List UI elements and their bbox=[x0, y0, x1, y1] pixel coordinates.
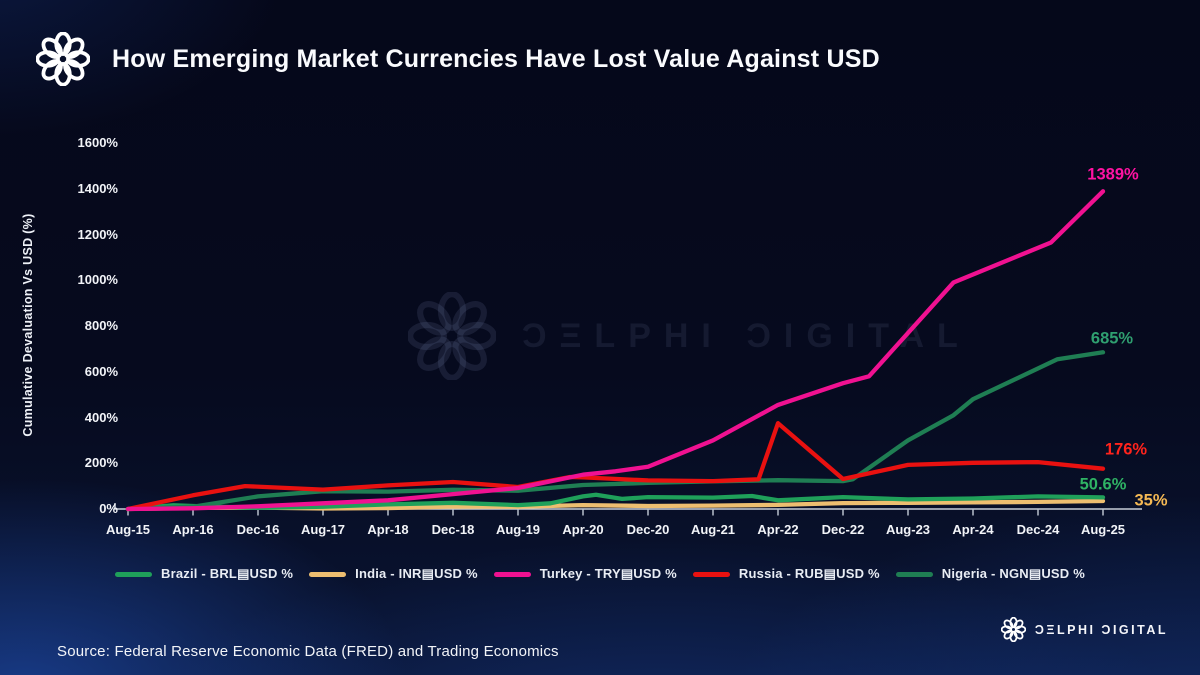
x-tick-label: Aug-25 bbox=[1080, 522, 1126, 537]
x-tick-label: Dec-22 bbox=[821, 522, 865, 537]
legend-label: Turkey - TRY▤USD % bbox=[539, 566, 677, 581]
legend-item-nigeria: Nigeria - NGN▤USD % bbox=[895, 566, 1085, 582]
legend-swatch bbox=[309, 571, 347, 577]
series-line-turkey bbox=[125, 189, 1106, 512]
x-tick-label: Aug-17 bbox=[300, 522, 346, 537]
legend-swatch bbox=[692, 571, 730, 577]
legend-swatch bbox=[895, 571, 933, 577]
x-tick-label: Dec-18 bbox=[431, 522, 475, 537]
x-tick-label: Aug-15 bbox=[105, 522, 151, 537]
x-tick-label: Dec-24 bbox=[1016, 522, 1060, 537]
series-line-brazil bbox=[125, 492, 1106, 512]
x-tick-label: Aug-23 bbox=[885, 522, 931, 537]
y-tick-label: 0% bbox=[99, 501, 118, 516]
x-tick-label: Apr-18 bbox=[367, 522, 409, 537]
end-label-brazil: 50.6% bbox=[1079, 475, 1127, 494]
y-tick-label: 1000% bbox=[77, 272, 118, 288]
y-tick-label: 600% bbox=[84, 363, 118, 379]
legend-swatch bbox=[115, 571, 152, 577]
x-tick-label: Apr-16 bbox=[172, 522, 214, 537]
legend-label: India - INR▤USD % bbox=[355, 566, 478, 581]
y-tick-label: 800% bbox=[84, 318, 118, 333]
y-tick-label: 1200% bbox=[77, 226, 118, 242]
legend: Brazil - BRL▤USD % India - INR▤USD % Turke… bbox=[115, 566, 1085, 582]
x-tick-label: Dec-16 bbox=[236, 522, 280, 537]
y-tick-label: 200% bbox=[84, 455, 118, 471]
x-tick-label: Dec-20 bbox=[626, 522, 670, 537]
legend-label: Nigeria - NGN▤USD % bbox=[941, 566, 1085, 581]
y-tick-label: 1600% bbox=[77, 135, 118, 150]
x-tick-label: Aug-21 bbox=[690, 522, 736, 537]
brand-knot-icon bbox=[1001, 617, 1026, 642]
y-tick-label: 1400% bbox=[77, 180, 118, 196]
x-tick-label: Apr-20 bbox=[562, 522, 604, 537]
end-label-nigeria: 685% bbox=[1090, 329, 1134, 348]
legend-item-russia: Russia - RUB▤USD % bbox=[692, 566, 880, 582]
end-label-russia: 176% bbox=[1104, 440, 1148, 459]
y-tick-label: 400% bbox=[84, 409, 118, 425]
x-tick-label: Aug-19 bbox=[495, 522, 541, 537]
x-tick-label: Apr-24 bbox=[952, 522, 994, 537]
legend-item-india: India - INR▤USD % bbox=[309, 566, 478, 582]
legend-label: Brazil - BRL▤USD % bbox=[161, 566, 294, 581]
series-line-russia bbox=[125, 421, 1106, 512]
legend-label: Russia - RUB▤USD % bbox=[738, 566, 880, 581]
legend-item-brazil: Brazil - BRL▤USD % bbox=[115, 566, 293, 582]
x-axis-line bbox=[114, 503, 1142, 510]
header: How Emerging Market Currencies Have Lost… bbox=[36, 32, 880, 86]
end-label-india: 35% bbox=[1134, 491, 1168, 510]
legend-item-turkey: Turkey - TRY▤USD % bbox=[493, 566, 677, 582]
x-tick-label: Apr-22 bbox=[757, 522, 799, 537]
end-label-turkey: 1389% bbox=[1087, 165, 1139, 184]
legend-swatch bbox=[493, 571, 531, 577]
brand-text: ƆΞLPHI ƆIGITAL bbox=[1034, 622, 1168, 637]
brand-lockup: ƆΞLPHI ƆIGITAL bbox=[1001, 617, 1168, 642]
page-title: How Emerging Market Currencies Have Lost… bbox=[112, 44, 880, 73]
source-text: Source: Federal Reserve Economic Data (F… bbox=[57, 643, 559, 660]
